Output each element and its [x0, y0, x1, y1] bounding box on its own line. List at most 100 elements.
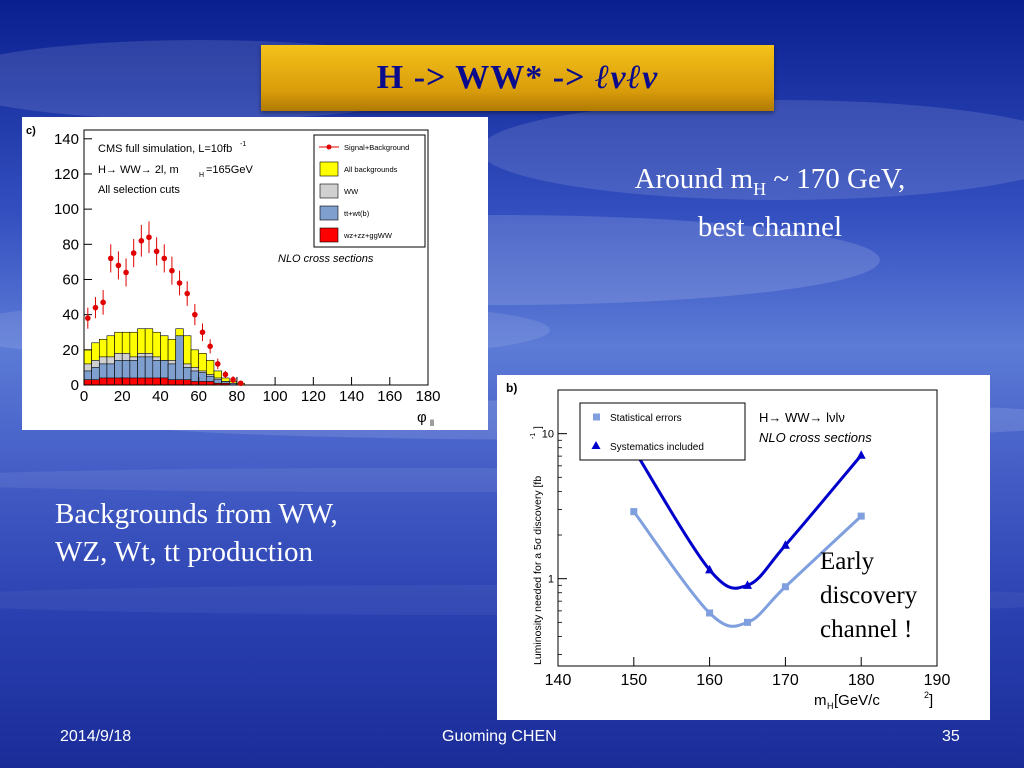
x-axis-label-sup: 2: [924, 690, 929, 700]
bar-wz-zz-ggww: [160, 377, 169, 386]
channel-note: Around mH ~ 170 GeV, best channel: [555, 160, 985, 246]
footer-author: Guoming CHEN: [442, 728, 557, 745]
background-note-line2: WZ, Wt, tt production: [55, 536, 313, 568]
y-tick-label: 10: [542, 429, 554, 441]
y-tick-label: 0: [71, 377, 79, 394]
annotation-cuts: All selection cuts: [98, 184, 180, 196]
annotation-line1: Early: [820, 548, 875, 575]
bar-wz-zz-ggww: [167, 379, 177, 386]
bar-wz-zz-ggww: [206, 381, 215, 386]
x-axis-label-end: ]: [929, 692, 933, 709]
y-tick-label: 100: [54, 201, 79, 218]
annotation-nlo: NLO cross sections: [278, 253, 374, 265]
data-point-triangle: [780, 540, 790, 549]
legend-label: WW: [344, 187, 359, 196]
bar-wz-zz-ggww: [152, 377, 161, 386]
y-axis-label-end: ]: [532, 426, 544, 429]
legend-swatch: [319, 161, 339, 177]
panel-label: c): [26, 125, 36, 137]
x-tick-label: 140: [339, 388, 364, 405]
legend-label: Signal+Background: [344, 143, 409, 152]
x-tick-label: 180: [848, 672, 875, 689]
y-tick-label: 40: [62, 307, 79, 324]
bar-wz-zz-ggww: [83, 379, 92, 386]
footer-date: 2014/9/18: [60, 728, 132, 745]
bar-wz-zz-ggww: [198, 381, 207, 386]
x-tick-label: 40: [152, 388, 169, 405]
data-point: [138, 237, 145, 244]
x-tick-label: 20: [114, 388, 131, 405]
data-point: [146, 234, 152, 241]
y-tick-label: 20: [62, 342, 79, 359]
footer-page-number: 35: [942, 728, 960, 745]
data-point: [214, 361, 221, 367]
data-point-triangle: [856, 450, 866, 459]
bar-wz-zz-ggww: [144, 377, 154, 386]
x-tick-label: 100: [263, 388, 288, 405]
data-point-square: [630, 508, 638, 516]
data-point: [176, 280, 183, 286]
bar-wz-zz-ggww: [137, 377, 146, 386]
legend-label: Statistical errors: [610, 413, 682, 424]
title-final-state: ℓνℓν: [595, 59, 659, 96]
bar-wz-zz-ggww: [129, 377, 138, 386]
bar-wz-zz-ggww: [91, 379, 100, 386]
annotation-process: H→ WW→ lνlν: [759, 410, 845, 425]
luminosity-chart-panel: b) 140 150 160 170 180 190 1 10 m H [GeV/c 2] Lumino…: [497, 375, 990, 720]
data-point: [130, 250, 137, 256]
y-tick-label: 120: [54, 166, 79, 183]
data-point-square: [706, 609, 714, 617]
x-axis-label: m: [814, 692, 827, 709]
data-point: [107, 255, 114, 262]
luminosity-chart: b) 140 150 160 170 180 190 1 10 m H [GeV/c 2] Lumino…: [506, 381, 951, 711]
data-point: [184, 290, 190, 297]
x-tick-label: 80: [229, 388, 246, 405]
data-point: [115, 262, 122, 269]
x-tick-label: 140: [545, 672, 572, 689]
data-point-square: [857, 512, 865, 520]
x-axis-label-sub: H: [827, 701, 834, 711]
annotation-nlo: NLO cross sections: [759, 430, 872, 445]
data-point: [230, 376, 236, 383]
data-point: [123, 269, 129, 276]
annotation-process-mass: =165GeV: [206, 164, 253, 176]
data-point: [207, 343, 213, 350]
bar-wz-zz-ggww: [106, 377, 115, 386]
x-axis-label-sub: ll: [430, 418, 434, 428]
data-point: [237, 380, 244, 387]
y-tick-label: 80: [62, 236, 79, 253]
channel-note-line2: best channel: [697, 210, 843, 243]
early-discovery-annotation: Early discovery channel !: [820, 545, 917, 647]
legend-swatch: [319, 227, 339, 243]
legend-swatch: [319, 183, 339, 199]
channel-note-sub: H: [753, 178, 767, 199]
data-point: [199, 329, 206, 336]
bar-wz-zz-ggww: [183, 379, 192, 386]
bar-wz-zz-ggww: [121, 377, 131, 386]
legend-box: [579, 402, 746, 461]
annotation-process-sub: H: [199, 172, 204, 179]
plot-frame: [83, 129, 429, 386]
panel-label: b): [506, 381, 517, 395]
x-tick-label: 170: [772, 672, 799, 689]
annotation-cms: CMS full simulation, L=10fb: [98, 143, 232, 155]
phi-ll-chart: c) 0 20 40 60 80 100 120 140 160 180 0 20 40 60 80 100 12…: [26, 125, 441, 428]
legend-label: Systematics included: [610, 442, 704, 453]
y-tick-label: 60: [62, 271, 79, 288]
slide-title: H -> WW* -> ℓνℓν: [261, 45, 774, 111]
y-axis-label: Luminosity needed for a 5σ discovery [fb: [532, 476, 544, 665]
data-point: [100, 299, 106, 306]
x-tick-label: 190: [924, 672, 951, 689]
x-axis-label: φ: [417, 409, 427, 426]
channel-note-text: Around m: [634, 163, 754, 195]
legend-marker: [326, 144, 332, 150]
legend-swatch: [319, 205, 339, 221]
data-point: [85, 315, 91, 321]
data-point: [169, 267, 175, 274]
data-point: [222, 371, 229, 378]
title-prefix: H -> WW* ->: [376, 59, 595, 96]
legend-label: tt+wt(b): [344, 209, 370, 218]
annotation-line3: channel !: [820, 616, 913, 643]
plot-frame: [557, 389, 938, 667]
data-point: [153, 248, 160, 255]
